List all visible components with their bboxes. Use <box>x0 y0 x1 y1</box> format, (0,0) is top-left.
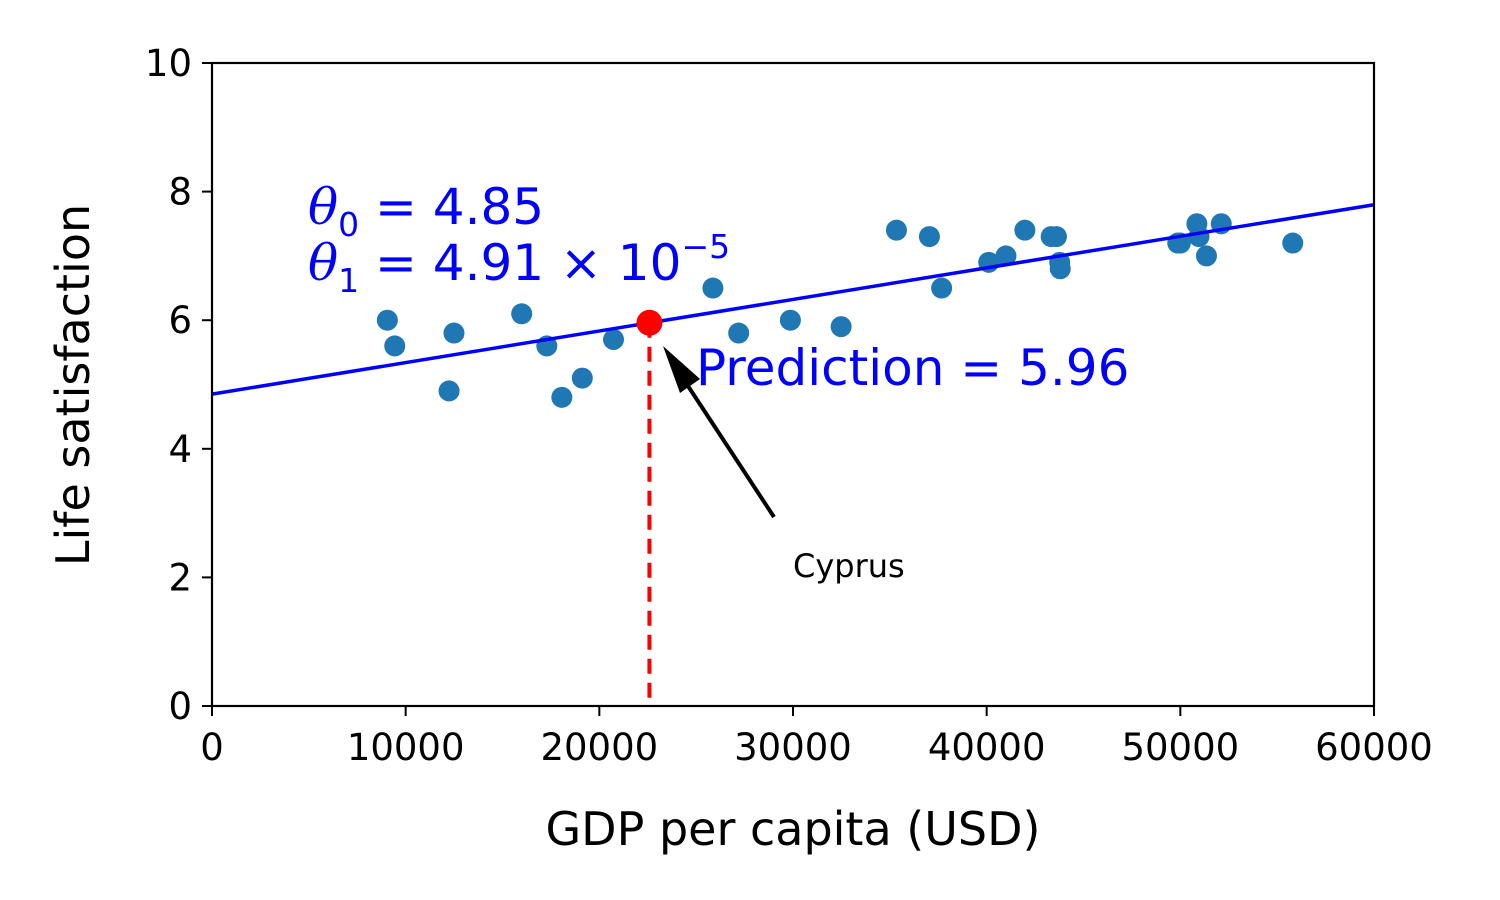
data-point <box>571 367 593 389</box>
data-point <box>830 316 852 338</box>
cyprus-label: Cyprus <box>793 547 905 585</box>
theta0-symbol: θ <box>308 178 338 236</box>
data-point <box>728 322 750 344</box>
data-point <box>702 277 724 299</box>
cyprus-arrow-shaft <box>686 384 776 519</box>
data-point <box>1014 219 1036 241</box>
prediction-annotation: Prediction = 5.96 <box>696 339 1129 397</box>
y-tick-label: 10 <box>145 42 192 85</box>
theta1-superscript: −5 <box>681 227 730 266</box>
fit-line <box>211 202 1375 396</box>
theta1-value: = 4.91 × 10 <box>359 234 681 292</box>
x-tick-label: 20000 <box>540 726 658 769</box>
data-point <box>443 322 465 344</box>
data-point <box>995 245 1017 267</box>
theta1-annotation: θ1 = 4.91 × 10−5 <box>308 227 730 300</box>
data-point <box>551 386 573 408</box>
x-tick-label: 50000 <box>1121 726 1239 769</box>
data-point <box>376 309 398 331</box>
y-tick-label: 4 <box>168 428 192 471</box>
data-point <box>384 335 406 357</box>
data-point <box>1045 226 1067 248</box>
theta0-annotation: θ0 = 4.85 <box>308 178 544 244</box>
data-point <box>885 219 907 241</box>
data-point <box>438 380 460 402</box>
x-tick-label: 30000 <box>734 726 852 769</box>
theta0-subscript: 0 <box>338 205 359 244</box>
data-point <box>918 226 940 248</box>
y-tick-label: 8 <box>168 171 192 214</box>
data-point <box>511 303 533 325</box>
y-tick-label: 6 <box>168 299 192 342</box>
theta1-subscript: 1 <box>338 261 359 300</box>
data-point <box>1195 245 1217 267</box>
x-axis-title: GDP per capita (USD) <box>546 802 1041 856</box>
cyprus-arrow-head <box>663 346 700 393</box>
data-point <box>931 277 953 299</box>
data-point <box>1282 232 1304 254</box>
y-axis-title: Life satisfaction <box>46 204 100 566</box>
x-tick-label: 60000 <box>1315 726 1433 769</box>
theta0-value: = 4.85 <box>359 178 544 236</box>
x-tick-label: 10000 <box>347 726 465 769</box>
y-axis: 0 2 4 6 8 10 <box>145 42 212 728</box>
x-axis: 0 10000 20000 30000 40000 50000 60000 <box>200 706 1433 769</box>
x-tick-label: 40000 <box>928 726 1046 769</box>
plot-area <box>211 202 1375 706</box>
data-point <box>603 328 625 350</box>
y-tick-label: 0 <box>168 685 192 728</box>
prediction-point <box>636 309 663 336</box>
x-tick-label: 0 <box>200 726 224 769</box>
data-point <box>1049 258 1071 280</box>
y-tick-label: 2 <box>168 556 192 599</box>
data-point <box>1188 226 1210 248</box>
data-point <box>779 309 801 331</box>
theta1-symbol: θ <box>308 234 338 292</box>
